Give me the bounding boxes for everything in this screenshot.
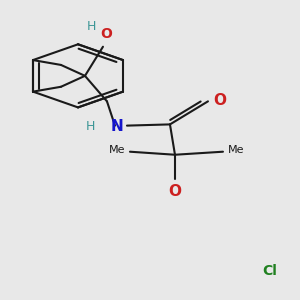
Text: O: O [100, 27, 112, 41]
Text: N: N [111, 119, 124, 134]
Text: O: O [169, 184, 182, 199]
Text: Me: Me [109, 146, 125, 155]
Text: Me: Me [228, 146, 244, 155]
Text: O: O [213, 93, 226, 108]
Text: H: H [86, 20, 96, 33]
Text: Cl: Cl [262, 264, 277, 278]
Text: H: H [85, 120, 95, 133]
